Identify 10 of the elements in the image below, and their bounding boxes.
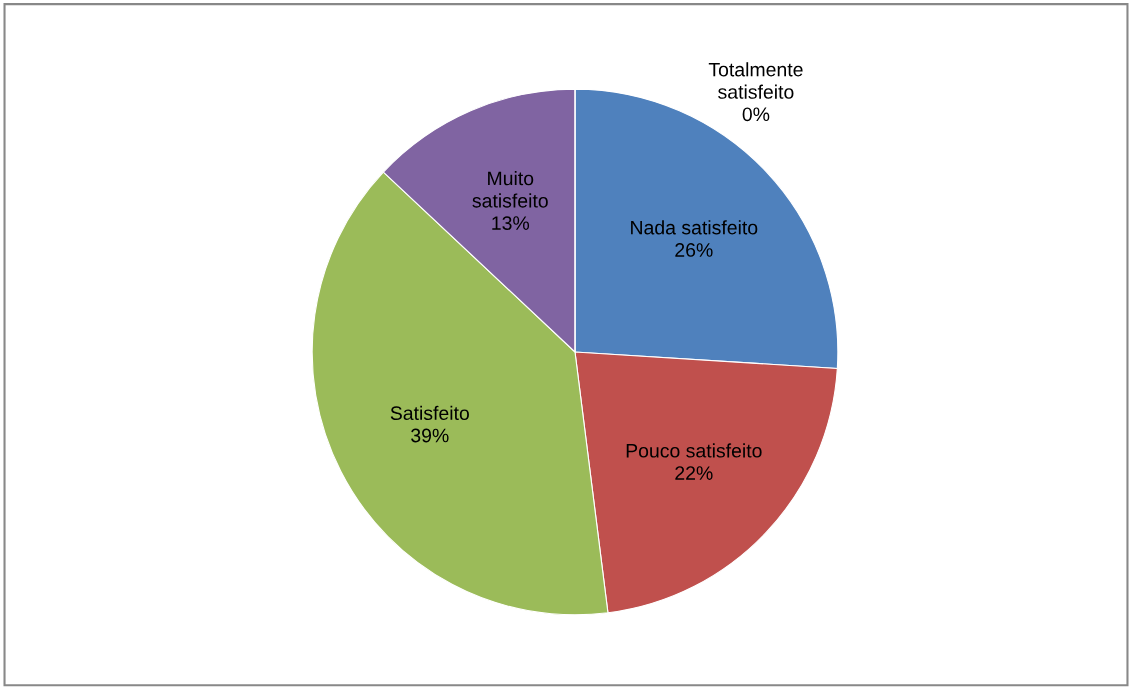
data-label: 13% [492, 216, 530, 231]
slice-label: Nada satisfeito [631, 220, 758, 235]
slice-label: Satisfeito [390, 405, 469, 421]
slice-label: Muito satisfeito [472, 171, 548, 208]
slice-label: Pouco satisfeito [626, 443, 762, 458]
category-label: Totalmente satisfeito [708, 62, 803, 99]
data-label: 39% [411, 428, 449, 443]
data-label: 22% [675, 466, 713, 480]
text: 0% [742, 107, 770, 122]
data-label: 26% [675, 243, 713, 257]
